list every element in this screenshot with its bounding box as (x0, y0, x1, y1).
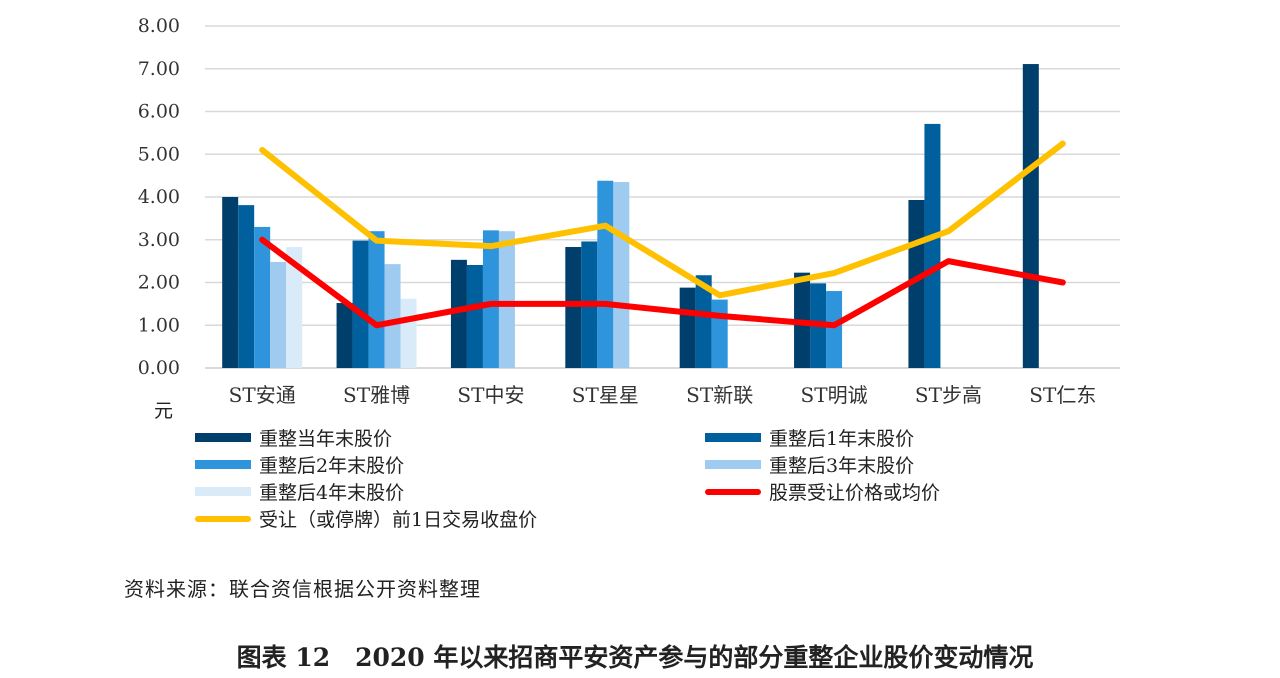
y-axis-unit: 元 (154, 400, 174, 422)
bar (711, 299, 728, 368)
x-tick-label: ST星星 (572, 383, 639, 407)
y-tick-label: 6.00 (138, 101, 180, 123)
x-tick-label: ST中安 (457, 383, 524, 407)
bar (826, 291, 843, 368)
series-line (259, 140, 1066, 299)
chart: 0.00 1.00 2.00 3.00 4.00 5.00 6.00 7.00 8.00 ST安通… (138, 15, 1120, 407)
legend-swatch (195, 487, 251, 496)
bar (482, 230, 499, 368)
series-line (259, 236, 1066, 329)
legend-label: 重整后4年末股价 (259, 482, 405, 504)
bar (286, 247, 303, 368)
x-tick-label: ST明诚 (801, 383, 868, 407)
bar (368, 231, 385, 368)
bar (613, 182, 630, 368)
bar (679, 287, 696, 368)
x-tick-label: ST雅博 (343, 383, 410, 407)
legend-item: 重整后3年末股价 (705, 451, 914, 478)
bar (466, 264, 483, 368)
source-note: 资料来源：联合资信根据公开资料整理 (124, 577, 481, 601)
y-tick-label: 0.00 (138, 357, 180, 379)
y-tick-label: 2.00 (138, 272, 180, 294)
bar (336, 303, 353, 368)
bar (695, 275, 712, 368)
legend-item: 重整后2年末股价 (195, 451, 404, 478)
bar (352, 240, 369, 368)
bar (238, 205, 255, 368)
y-tick-label: 4.00 (138, 186, 180, 208)
x-tick-label: ST新联 (686, 383, 753, 407)
legend-item: 重整后1年末股价 (705, 424, 914, 451)
bar (270, 261, 287, 368)
y-tick-label: 5.00 (138, 143, 180, 165)
legend-label: 受让（或停牌）前1日交易收盘价 (259, 509, 538, 531)
bar (1022, 64, 1039, 369)
legend-label: 重整后3年末股价 (769, 455, 915, 477)
legend-item: 股票受让价格或均价 (705, 478, 940, 505)
legend-swatch (705, 488, 761, 495)
figure-caption: 图表 12 2020 年以来招商平安资产参与的部分重整企业股价变动情况 (236, 643, 1034, 672)
y-tick-label: 1.00 (138, 314, 180, 336)
x-tick-label: ST安通 (229, 383, 296, 407)
y-tick-label: 8.00 (138, 15, 180, 37)
legend-label: 重整后1年末股价 (769, 428, 915, 450)
legend-label: 股票受让价格或均价 (769, 482, 941, 504)
legend-swatch (195, 433, 251, 442)
bar (400, 298, 417, 368)
x-tick-label: ST仁东 (1029, 383, 1096, 407)
legend-swatch (195, 460, 251, 469)
y-tick-label: 7.00 (138, 58, 180, 80)
legend-label: 重整后2年末股价 (259, 455, 405, 477)
bar (924, 123, 941, 369)
bar (254, 226, 271, 368)
legend-label: 重整当年末股价 (259, 428, 393, 450)
bar (498, 231, 515, 368)
bar (597, 180, 614, 368)
legend-swatch (195, 515, 251, 522)
y-tick-label: 3.00 (138, 229, 180, 251)
legend-item: 重整后4年末股价 (195, 478, 404, 505)
bar (450, 259, 467, 368)
x-tick-label: ST步高 (915, 383, 982, 407)
legend-item: 受让（或停牌）前1日交易收盘价 (195, 505, 537, 532)
bar (565, 247, 582, 368)
bar (222, 197, 239, 368)
legend-swatch (705, 460, 761, 469)
bar (384, 264, 401, 368)
legend-item: 重整当年末股价 (195, 424, 392, 451)
legend-swatch (705, 433, 761, 442)
